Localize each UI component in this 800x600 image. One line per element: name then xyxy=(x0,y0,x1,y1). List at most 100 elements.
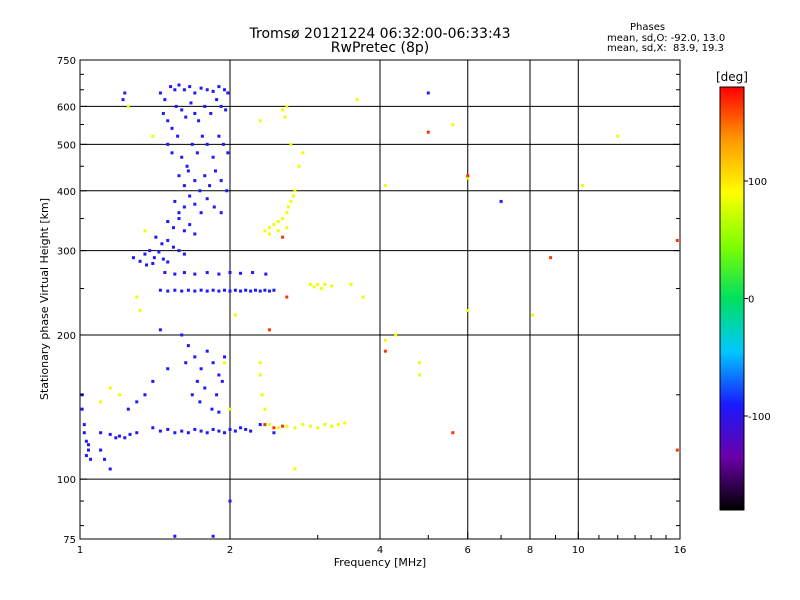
data-point xyxy=(89,457,93,461)
data-point xyxy=(166,220,170,224)
data-point xyxy=(531,313,535,317)
data-point xyxy=(244,427,248,431)
y-tick-label: 400 xyxy=(57,187,76,198)
data-point xyxy=(239,289,243,293)
data-point xyxy=(220,379,224,383)
data-point xyxy=(226,151,230,155)
data-point xyxy=(135,431,139,435)
data-point xyxy=(186,288,190,292)
data-point xyxy=(188,223,192,227)
data-point xyxy=(148,249,152,253)
data-point xyxy=(193,355,197,359)
data-point xyxy=(383,184,387,188)
data-point xyxy=(217,272,221,276)
data-point xyxy=(451,123,455,127)
data-point xyxy=(272,431,276,435)
data-point xyxy=(158,288,162,292)
data-point xyxy=(225,189,229,193)
data-point xyxy=(143,393,147,397)
data-point xyxy=(158,328,162,332)
data-point xyxy=(267,328,271,332)
data-point xyxy=(169,85,173,89)
data-point xyxy=(135,400,139,404)
data-point xyxy=(143,252,147,256)
data-point xyxy=(180,289,184,293)
data-point xyxy=(182,229,186,233)
data-point xyxy=(355,98,359,102)
data-point xyxy=(211,89,215,93)
data-point xyxy=(193,91,197,95)
data-point xyxy=(297,164,301,168)
data-point xyxy=(152,256,156,260)
data-point xyxy=(319,287,323,291)
data-point xyxy=(281,217,285,221)
data-point xyxy=(123,436,127,440)
data-point xyxy=(244,288,248,292)
data-point xyxy=(549,256,553,260)
data-point xyxy=(190,393,194,397)
data-point xyxy=(283,115,287,119)
data-point xyxy=(82,423,86,427)
data-point xyxy=(466,308,470,312)
data-point xyxy=(226,91,230,95)
data-point xyxy=(171,226,175,230)
colorbar-tick-label: 0 xyxy=(748,295,754,306)
data-point xyxy=(293,467,297,471)
data-point xyxy=(182,88,186,92)
data-point xyxy=(193,202,197,206)
data-point xyxy=(417,373,421,377)
data-point xyxy=(193,289,197,293)
data-point xyxy=(267,226,271,230)
data-point xyxy=(675,448,679,452)
y-axis-label: Stationary phase Virtual Height [km] xyxy=(38,198,51,400)
data-point xyxy=(308,424,312,428)
data-point xyxy=(239,426,243,430)
data-point xyxy=(126,104,130,108)
data-point xyxy=(190,142,194,146)
data-point xyxy=(219,211,223,215)
data-point xyxy=(177,174,181,178)
data-point xyxy=(108,432,112,436)
data-point xyxy=(272,426,276,430)
data-point xyxy=(223,288,227,292)
data-point xyxy=(394,333,398,337)
data-point xyxy=(199,429,203,433)
data-point xyxy=(166,289,170,293)
data-point xyxy=(426,91,430,95)
data-point xyxy=(205,431,209,435)
data-point xyxy=(205,142,209,146)
data-point xyxy=(170,151,174,155)
data-point xyxy=(84,439,88,443)
data-point xyxy=(215,393,219,397)
data-point xyxy=(170,126,174,130)
x-tick-label: 10 xyxy=(572,545,585,556)
data-point xyxy=(205,289,209,293)
data-point xyxy=(258,373,262,377)
data-point xyxy=(253,288,257,292)
chart-title: Tromsø 20121224 06:32:00-06:33:43 xyxy=(249,26,511,42)
data-point xyxy=(138,308,142,312)
data-point xyxy=(161,111,165,115)
data-point xyxy=(228,499,232,503)
data-point xyxy=(182,184,186,188)
colorbar-tick-label: 100 xyxy=(748,177,767,188)
data-point xyxy=(205,197,209,201)
data-point xyxy=(272,288,276,292)
data-point xyxy=(108,467,112,471)
data-point xyxy=(173,272,177,276)
data-point xyxy=(203,174,207,178)
data-point xyxy=(260,393,264,397)
data-point xyxy=(213,169,217,173)
data-point xyxy=(151,426,155,430)
data-point xyxy=(82,431,86,435)
data-point xyxy=(203,386,207,390)
data-point xyxy=(177,211,181,215)
phase-stats-x: mean, sd,X: 83.9, 19.3 xyxy=(607,43,724,54)
data-point xyxy=(158,91,162,95)
data-point xyxy=(205,349,209,353)
data-point xyxy=(193,272,197,276)
data-point xyxy=(451,431,455,435)
data-point xyxy=(145,263,149,267)
data-point xyxy=(263,288,267,292)
